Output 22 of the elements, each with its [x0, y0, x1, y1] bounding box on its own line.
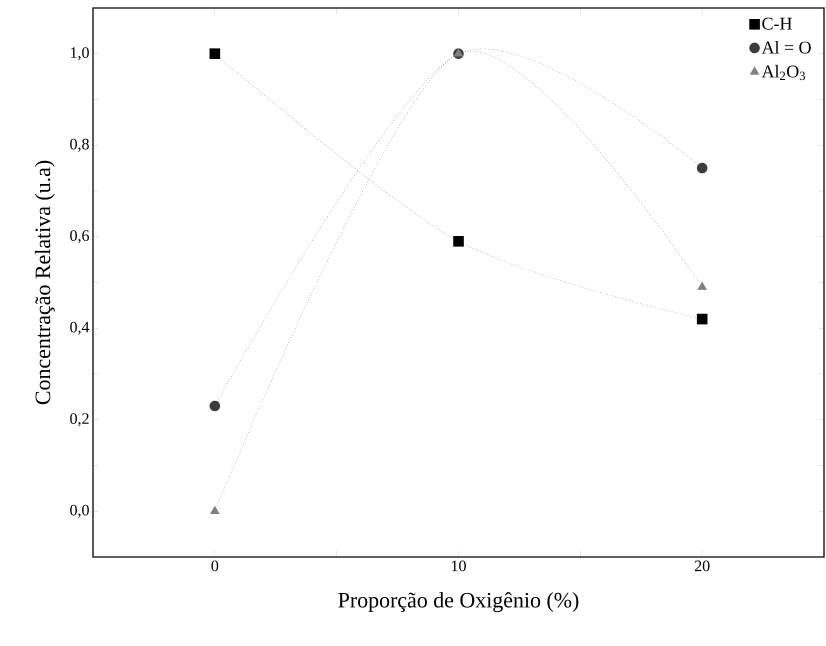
y-tick-label: 0,6: [70, 230, 90, 244]
point: [210, 400, 220, 412]
x-tick-label: 10: [452, 560, 466, 572]
y-axis-title: Concentração Relativa (u.a): [34, 160, 55, 404]
point: [698, 282, 707, 290]
point: [210, 506, 220, 514]
point: [696, 314, 708, 324]
legend-label: C-H: [762, 18, 792, 30]
y-tick-label: 0,2: [70, 413, 89, 426]
x-axis-title: Proporção de Oxigênio (%): [338, 592, 578, 612]
y-tick-label: 0,4: [70, 322, 90, 335]
point: [454, 48, 464, 57]
x-tick-label: 20: [694, 560, 710, 572]
y-tick-label: 0,8: [70, 138, 89, 152]
y-tick-label: 0,0: [70, 504, 89, 518]
point: [210, 48, 220, 60]
point: [696, 162, 708, 174]
x-tick-label: 0: [211, 560, 218, 572]
legend-label: Al$_{2}$O$_{3}$: [762, 64, 805, 80]
point: [453, 236, 464, 247]
y-tick-label: 1,0: [70, 47, 89, 60]
legend-label: Al = O: [762, 40, 811, 54]
